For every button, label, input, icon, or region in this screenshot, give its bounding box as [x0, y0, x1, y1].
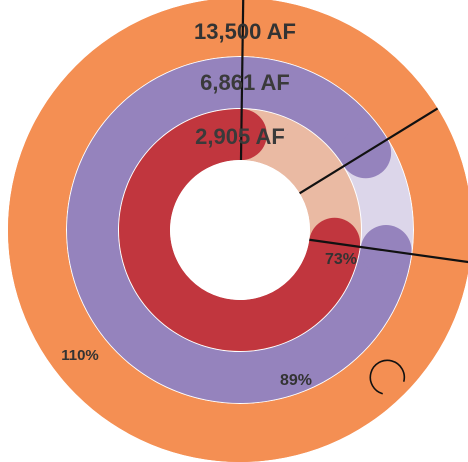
rings-layer: [8, 0, 468, 462]
middle-ring-progress-arc: [67, 57, 412, 404]
center-hole: [170, 160, 310, 300]
middle-ring-percent-label: 89%: [280, 372, 312, 389]
labels-layer: 13,500 AF 6,861 AF 2,905 AF 73% 89% 110%: [61, 19, 357, 389]
outer-ring-percent-label: 110%: [61, 347, 99, 364]
inner-ring-value-label: 2,905 AF: [195, 124, 285, 149]
inner-ring-percent-label: 73%: [325, 251, 357, 268]
overflow-indicator-arc: [369, 359, 406, 395]
lines-layer: [239, 0, 468, 395]
inner-ring-progress-arc: [119, 109, 360, 351]
middle-end-line: [299, 107, 439, 195]
outer-ring-value-label: 13,500 AF: [194, 19, 296, 44]
inner-end-line: [239, 0, 245, 161]
middle-ring-value-label: 6,861 AF: [200, 70, 290, 95]
start-divider-line: [309, 238, 468, 264]
